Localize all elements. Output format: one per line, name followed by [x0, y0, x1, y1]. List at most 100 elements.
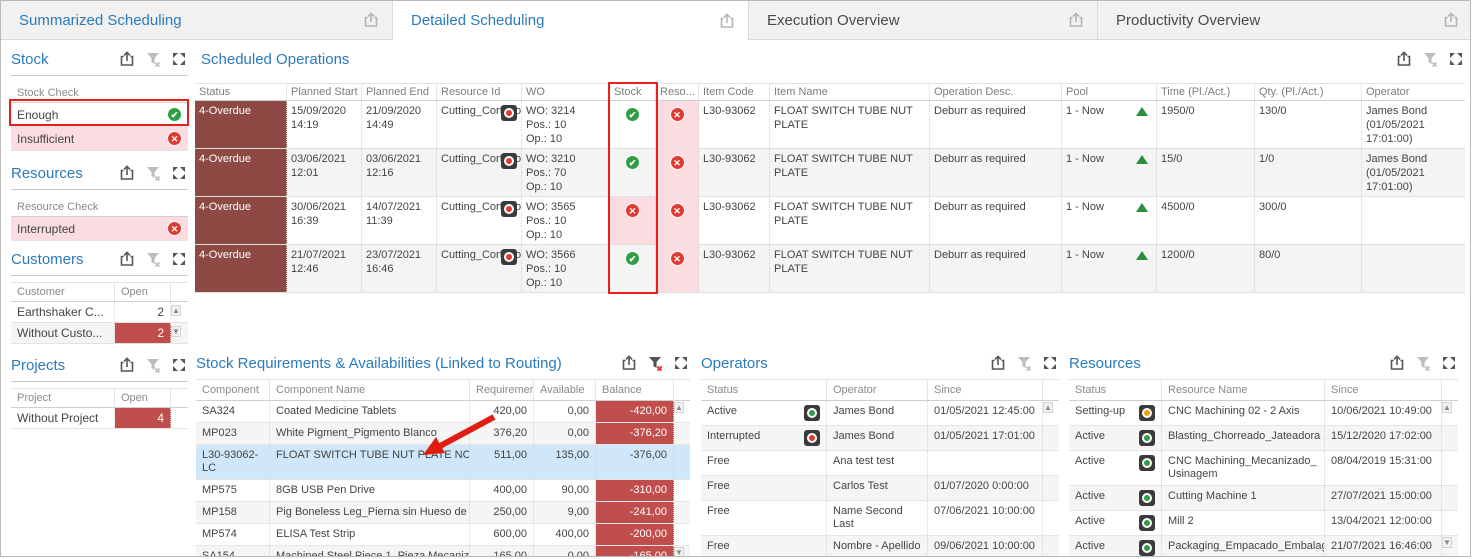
col-header-status[interactable]: Status [1069, 380, 1162, 400]
col-header-operator[interactable]: Operator [1366, 86, 1410, 98]
col-header-open[interactable]: Open [115, 283, 171, 301]
col-header-balance[interactable]: Balance [596, 380, 674, 400]
clear-filter-icon[interactable] [144, 164, 162, 182]
cell-status: Interrupted [701, 426, 827, 450]
tab-productivity-overview[interactable]: Productivity Overview [1098, 1, 1470, 39]
col-header-component[interactable]: Component [196, 380, 270, 400]
resource-row[interactable]: Active Blasting_Chorreado_Jateadora 15/1… [1069, 426, 1458, 451]
export-icon[interactable] [1067, 11, 1085, 29]
export-icon[interactable] [1442, 11, 1460, 29]
component-row[interactable]: SA324 Coated Medicine Tablets 420,00 0,0… [196, 401, 690, 423]
export-icon[interactable] [118, 50, 136, 68]
col-header-component-name[interactable]: Component Name [270, 380, 470, 400]
tab-execution-overview[interactable]: Execution Overview [749, 1, 1098, 39]
col-header-since[interactable]: Since [928, 380, 1043, 400]
maximize-icon[interactable] [170, 356, 188, 374]
scroll-up-button[interactable]: ▲ [674, 402, 684, 413]
col-header-project[interactable]: Project [11, 389, 115, 407]
maximize-icon[interactable] [1440, 354, 1458, 372]
clear-filter-icon[interactable] [144, 250, 162, 268]
col-header-stock[interactable]: Stock [610, 84, 656, 100]
export-icon[interactable] [1395, 50, 1413, 68]
operator-row[interactable]: Active James Bond 01/05/2021 12:45:00 ▲ [701, 401, 1059, 426]
export-icon[interactable] [118, 356, 136, 374]
col-header-open[interactable]: Open [115, 389, 171, 407]
maximize-icon[interactable] [1447, 50, 1465, 68]
component-row[interactable]: MP023 White Pigment_Pigmento Blanco 376,… [196, 423, 690, 445]
scroll-down-button[interactable]: ▼ [1442, 537, 1452, 548]
col-header-item-code[interactable]: Item Code [699, 84, 770, 100]
scroll-up-button[interactable]: ▲ [171, 305, 181, 316]
component-row[interactable]: MP158 Pig Boneless Leg_Pierna sin Hueso … [196, 502, 690, 524]
maximize-icon[interactable] [170, 50, 188, 68]
operator-row[interactable]: Free Carlos Test 01/07/2020 0:00:00 [701, 476, 1059, 501]
operation-row[interactable]: 4-Overdue 15/09/2020 14:19 21/09/2020 14… [195, 101, 1465, 149]
stock-check-row-insufficient[interactable]: Insufficient [11, 127, 188, 151]
component-row[interactable]: MP575 8GB USB Pen Drive 400,00 90,00 -31… [196, 480, 690, 502]
resource-row[interactable]: Active Cutting Machine 1 27/07/2021 15:0… [1069, 486, 1458, 511]
scroll-up-button[interactable]: ▲ [1043, 402, 1053, 413]
col-header-status[interactable]: Status [195, 84, 287, 100]
scroll-down-button[interactable]: ▼ [674, 547, 684, 557]
tab-detailed-scheduling[interactable]: Detailed Scheduling [393, 1, 749, 40]
resource-row[interactable]: Setting-up CNC Machining 02 - 2 Axis 10/… [1069, 401, 1458, 426]
export-icon[interactable] [362, 11, 380, 29]
operator-row[interactable]: Free Ana test test [701, 451, 1059, 476]
scroll-down-button[interactable]: ▼ [171, 326, 181, 337]
clear-filter-icon[interactable] [1414, 354, 1432, 372]
col-header-planned-end[interactable]: Planned End [362, 84, 437, 100]
tab-summarized-scheduling[interactable]: Summarized Scheduling [1, 1, 393, 39]
col-header-available[interactable]: Available [534, 380, 596, 400]
stock-check-row-enough[interactable]: Enough [11, 103, 188, 127]
customer-row[interactable]: Without Custo... 2 ▼ [11, 323, 188, 344]
operator-row[interactable]: Free Nombre - Apellido 09/06/2021 10:00:… [701, 536, 1059, 556]
operation-row[interactable]: 4-Overdue 30/06/2021 16:39 14/07/2021 11… [195, 197, 1465, 245]
clear-filter-icon[interactable] [144, 50, 162, 68]
maximize-icon[interactable] [1041, 354, 1059, 372]
col-header-wo[interactable]: WO [522, 84, 610, 100]
col-header-status[interactable]: Status [701, 380, 827, 400]
col-header-pool[interactable]: Pool [1062, 84, 1157, 100]
clear-filter-icon[interactable] [646, 354, 664, 372]
col-header-operator[interactable]: Operator [827, 380, 928, 400]
customer-row[interactable]: Earthshaker C... 2 ▲ [11, 302, 188, 323]
maximize-icon[interactable] [170, 164, 188, 182]
scroll-up-button[interactable]: ▲ [1442, 402, 1452, 413]
resource-check-row-interrupted[interactable]: Interrupted [11, 217, 188, 241]
col-header-reso[interactable]: Reso... [656, 84, 699, 100]
col-header-resource-id[interactable]: Resource Id [437, 84, 522, 100]
clear-filter-icon[interactable] [1015, 354, 1033, 372]
project-row[interactable]: Without Project 4 [11, 408, 188, 429]
resource-row[interactable]: Active Mill 2 13/04/2021 12:00:00 [1069, 511, 1458, 536]
operator-row[interactable]: Interrupted James Bond 01/05/2021 17:01:… [701, 426, 1059, 451]
operation-row[interactable]: 4-Overdue 03/06/2021 12:01 03/06/2021 12… [195, 149, 1465, 197]
clear-filter-icon[interactable] [1421, 50, 1439, 68]
resource-row[interactable]: Active Packaging_Empacado_Embalagem 21/0… [1069, 536, 1458, 556]
col-header-since[interactable]: Since [1325, 380, 1442, 400]
component-row[interactable]: MP574 ELISA Test Strip 600,00 400,00 -20… [196, 524, 690, 546]
col-header-operation-desc[interactable]: Operation Desc. [930, 84, 1062, 100]
col-header-resource-name[interactable]: Resource Name [1162, 380, 1325, 400]
operation-row[interactable]: 4-Overdue 21/07/2021 12:46 23/07/2021 16… [195, 245, 1465, 293]
col-header-planned-start[interactable]: Planned Start [287, 84, 362, 100]
export-icon[interactable] [718, 12, 736, 30]
resource-row[interactable]: Active CNC Machining_Mecanizado_Usinagem… [1069, 451, 1458, 486]
col-header-requirement[interactable]: Requirement [470, 380, 534, 400]
operator-row[interactable]: Free Name Second Last 07/06/2021 10:00:0… [701, 501, 1059, 536]
col-header-qty[interactable]: Qty. (Pl./Act.) [1255, 84, 1362, 100]
col-header-item-name[interactable]: Item Name [770, 84, 930, 100]
col-header-time[interactable]: Time (Pl./Act.) [1157, 84, 1255, 100]
export-icon[interactable] [118, 250, 136, 268]
maximize-icon[interactable] [170, 250, 188, 268]
component-row-selected[interactable]: L30-93062-LC FLOAT SWITCH TUBE NUT PLATE… [196, 445, 690, 480]
maximize-icon[interactable] [672, 354, 690, 372]
export-icon[interactable] [1388, 354, 1406, 372]
column-header-stock-check[interactable]: Stock Check [11, 84, 188, 103]
clear-filter-icon[interactable] [144, 356, 162, 374]
export-icon[interactable] [118, 164, 136, 182]
export-icon[interactable] [620, 354, 638, 372]
export-icon[interactable] [989, 354, 1007, 372]
column-header-resource-check[interactable]: Resource Check [11, 198, 188, 217]
col-header-customer[interactable]: Customer [11, 283, 115, 301]
component-row[interactable]: SA154 Machined Steel Piece 1_Pieza Mecan… [196, 546, 690, 557]
